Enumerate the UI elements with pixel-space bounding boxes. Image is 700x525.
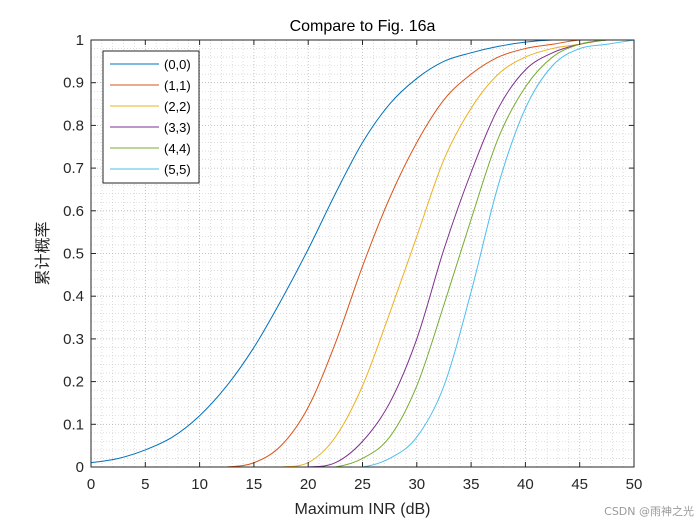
y-tick-label: 0.9 bbox=[63, 75, 84, 92]
y-tick-label: 0 bbox=[76, 459, 84, 476]
y-axis-label: 累计概率 bbox=[34, 221, 52, 285]
y-tick-label: 0.1 bbox=[63, 416, 84, 433]
x-tick-label: 15 bbox=[246, 476, 263, 493]
x-tick-label: 45 bbox=[571, 476, 588, 493]
y-tick-label: 0.6 bbox=[63, 203, 84, 220]
y-tick-label: 0.7 bbox=[63, 160, 84, 177]
x-tick-label: 50 bbox=[626, 476, 643, 493]
y-tick-label: 1 bbox=[76, 32, 84, 49]
legend-label-5: (4,4) bbox=[164, 141, 191, 156]
y-tick-label: 0.3 bbox=[63, 331, 84, 348]
x-axis-ticks: 0 5 10 15 20 25 30 35 40 45 50 bbox=[87, 40, 643, 493]
x-tick-label: 35 bbox=[463, 476, 480, 493]
legend-label-2: (1,1) bbox=[164, 78, 191, 93]
legend-label-4: (3,3) bbox=[164, 120, 191, 135]
legend: (0,0) (1,1) (2,2) (3,3) (4,4) (5,5) bbox=[102, 50, 200, 184]
y-tick-label: 0.4 bbox=[63, 288, 84, 305]
x-axis-label: Maximum INR (dB) bbox=[294, 501, 430, 518]
x-tick-label: 20 bbox=[300, 476, 317, 493]
chart-title: Compare to Fig. 16a bbox=[290, 18, 436, 35]
x-tick-label: 40 bbox=[517, 476, 534, 493]
legend-label-1: (0,0) bbox=[164, 57, 191, 72]
y-tick-label: 0.2 bbox=[63, 374, 84, 391]
x-tick-label: 10 bbox=[191, 476, 208, 493]
legend-label-6: (5,5) bbox=[164, 162, 191, 177]
x-tick-label: 0 bbox=[87, 476, 95, 493]
legend-box bbox=[102, 50, 200, 184]
y-tick-label: 0.5 bbox=[63, 246, 84, 263]
x-tick-label: 25 bbox=[354, 476, 371, 493]
watermark: CSDN @雨神之光 bbox=[604, 505, 694, 518]
y-axis-ticks: 0 0.1 0.2 0.3 0.4 0.5 0.6 0.7 0.8 0.9 1 bbox=[63, 32, 634, 476]
y-tick-label: 0.8 bbox=[63, 117, 84, 134]
x-tick-label: 30 bbox=[408, 476, 425, 493]
x-tick-label: 5 bbox=[141, 476, 149, 493]
legend-label-3: (2,2) bbox=[164, 99, 191, 114]
